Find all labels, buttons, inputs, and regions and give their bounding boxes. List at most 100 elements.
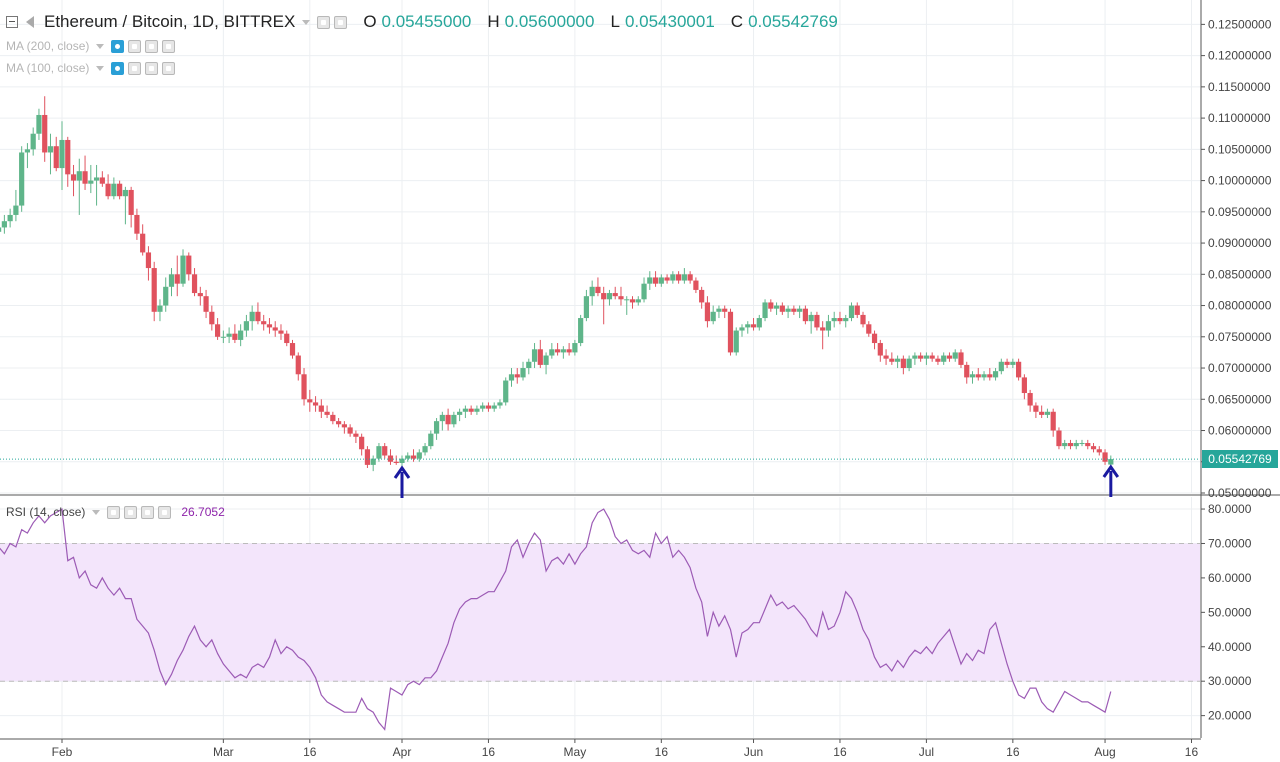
candle [797, 305, 803, 319]
candle-body [699, 289, 705, 303]
candle-body [347, 427, 353, 434]
ma100-remove-icon[interactable] [162, 61, 176, 75]
candle [330, 411, 336, 425]
candle [1021, 374, 1027, 400]
candle [941, 352, 947, 365]
rsi-settings-icon[interactable] [124, 505, 138, 519]
candle [393, 455, 399, 465]
candle [0, 227, 2, 232]
candle-body [1085, 443, 1091, 447]
ma100-add-icon[interactable] [145, 61, 159, 75]
arrow-head [393, 465, 411, 479]
candle [405, 452, 411, 462]
candle [1090, 443, 1097, 453]
candle [42, 96, 48, 162]
price-axis-tick-label: 0.08000000 [1208, 299, 1272, 313]
candle-body [278, 330, 284, 334]
ma200-remove-icon[interactable] [162, 39, 176, 53]
candle [952, 349, 958, 362]
candle-body [405, 455, 411, 459]
candle [745, 321, 751, 334]
candle [693, 277, 699, 294]
ma100-menu-chevron-icon[interactable] [96, 65, 105, 71]
collapse-icon[interactable] [6, 16, 18, 28]
ma200-label[interactable]: MA (200, close) [6, 39, 90, 53]
candle [946, 352, 953, 362]
price-axis-tick-label: 0.07500000 [1208, 330, 1272, 344]
candle [359, 433, 365, 456]
candle-body [952, 352, 958, 359]
candle [987, 368, 993, 381]
candle [30, 127, 36, 156]
ma100-legend[interactable]: MA (100, close) [6, 61, 176, 75]
candle-body [998, 361, 1004, 372]
candle-body [946, 355, 953, 359]
candle [203, 289, 209, 319]
candle-body [566, 349, 572, 353]
symbol-title[interactable]: Ethereum / Bitcoin, 1D, BITTREX [44, 12, 296, 31]
price-axis-tick-label: 0.06000000 [1208, 424, 1272, 438]
candle [382, 443, 388, 459]
ma200-visibility-icon[interactable] [111, 39, 125, 53]
ma100-visibility-icon[interactable] [111, 61, 125, 75]
candle-body [485, 405, 492, 409]
candle-body [1010, 361, 1016, 365]
candle [791, 305, 797, 315]
candle-body [36, 114, 42, 134]
candle-body [203, 296, 209, 312]
candle-body [670, 274, 676, 281]
symbol-visibility-icon[interactable] [317, 15, 331, 29]
rsi-legend[interactable]: RSI (14, close) 26.7052 [6, 505, 225, 519]
ma100-settings-icon[interactable] [128, 61, 142, 75]
candle [1062, 439, 1068, 450]
candle [543, 352, 549, 375]
candle-body [624, 299, 630, 301]
candle-body [0, 227, 2, 232]
candle [284, 330, 290, 347]
ma200-legend[interactable]: MA (200, close) [6, 39, 176, 53]
candle [578, 314, 584, 347]
arrow-head [1102, 464, 1120, 478]
rsi-axis-tick-label: 50.0000 [1208, 605, 1252, 619]
candle [347, 424, 353, 437]
ma200-add-icon[interactable] [145, 39, 159, 53]
candle [65, 136, 71, 187]
price-axis-tick-label: 0.11500000 [1208, 80, 1271, 94]
candle [117, 180, 123, 200]
candle [612, 286, 618, 300]
symbol-settings-icon[interactable] [334, 15, 348, 29]
rsi-remove-icon[interactable] [158, 505, 172, 519]
candle [145, 246, 152, 281]
candle [220, 330, 226, 344]
candle-body [554, 349, 561, 353]
candle [883, 349, 889, 365]
candle-body [658, 277, 664, 284]
candle [191, 268, 198, 297]
rsi-visibility-icon[interactable] [107, 505, 121, 519]
candle-body [272, 327, 278, 331]
candle [272, 321, 278, 337]
candle [1004, 358, 1010, 369]
candle-body [376, 446, 382, 459]
rsi-menu-chevron-icon[interactable] [92, 509, 101, 515]
candle [387, 449, 394, 465]
rsi-label[interactable]: RSI (14, close) [6, 505, 86, 519]
rsi-add-icon[interactable] [141, 505, 155, 519]
candle-body [923, 355, 930, 359]
candle-body [791, 308, 797, 312]
candle [975, 368, 981, 381]
ma200-settings-icon[interactable] [128, 39, 142, 53]
candle-body [520, 368, 526, 378]
candle [410, 449, 417, 462]
candle [964, 361, 970, 384]
candle-body [866, 324, 872, 334]
flag-icon[interactable] [26, 16, 34, 28]
price-axis-tick-label: 0.07000000 [1208, 361, 1272, 375]
candle-body [773, 305, 780, 309]
ma100-label[interactable]: MA (100, close) [6, 61, 90, 75]
symbol-menu-chevron-icon[interactable] [302, 19, 311, 25]
time-axis-tick-label: 16 [655, 745, 669, 759]
candle [808, 311, 814, 334]
ma200-menu-chevron-icon[interactable] [96, 43, 105, 49]
